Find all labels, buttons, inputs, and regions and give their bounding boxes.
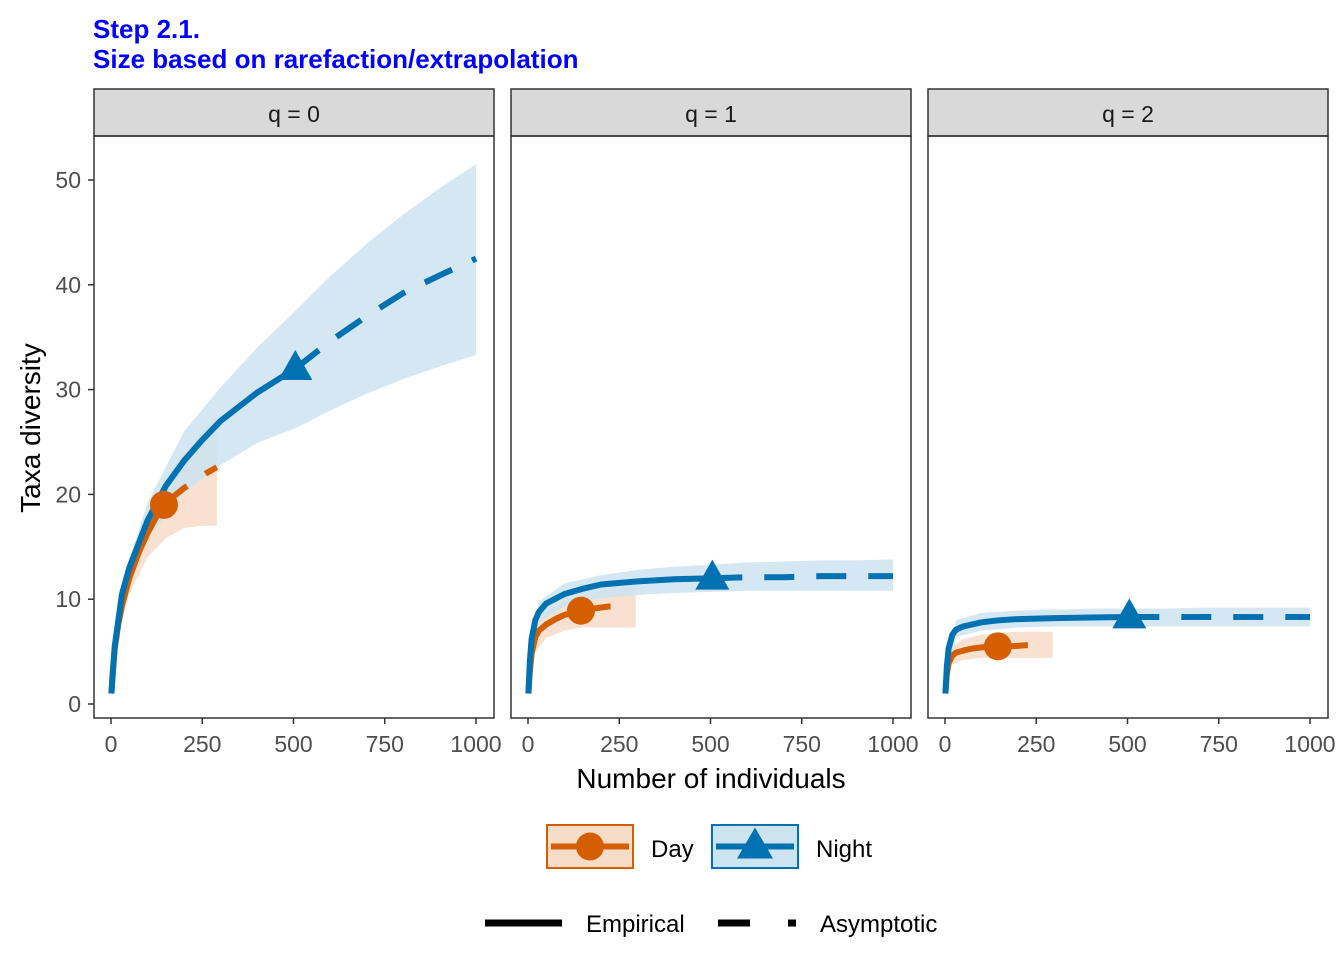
line-asymptotic-night [712,573,893,582]
legend-key-marker [576,832,604,861]
y-tick-label: 0 [68,691,81,717]
x-tick-label: 750 [783,731,821,757]
legend-label: Empirical [586,911,685,938]
panel-border [510,135,912,719]
panels-layer: q = 0 0 250 500 750 1000 0 10 20 30 40 50 q = 1 0 250 5… [55,88,1336,757]
y-tick-label: 20 [55,481,81,507]
point-night [1112,598,1147,629]
x-tick-label: 500 [691,731,729,757]
y-axis-label: Taxa diversity [15,343,46,513]
x-tick-label: 0 [105,731,118,757]
x-tick-label: 1000 [1284,731,1335,757]
legend-item-night: Night [711,824,872,869]
panel-q-1: q = 1 0 250 500 750 1000 [510,88,919,757]
line-empirical-night [525,575,713,694]
x-tick-label: 500 [1108,731,1146,757]
point-day [149,490,178,519]
y-tick-label: 30 [55,377,81,403]
x-tick-label: 250 [1017,731,1055,757]
x-axis-label: Number of individuals [576,763,845,794]
chart-subtitle: Size based on rarefaction/extrapolation [93,44,578,74]
legend-item-asymptotic: Asymptotic [718,911,937,938]
ci-band-day [528,585,636,694]
panel-strip [93,88,495,137]
y-tick-label: 50 [55,167,81,193]
point-night [695,559,730,590]
panel-strip-label: q = 1 [685,101,737,127]
legend-label: Day [651,836,694,863]
legend-label: Asymptotic [820,911,937,938]
legend-label: Night [816,836,872,863]
legend-item-day: Day [546,824,694,869]
ci-band-night [111,164,477,694]
line-empirical-night [942,614,1130,694]
legend-key-marker [737,827,773,859]
point-day [566,596,595,625]
x-tick-label: 500 [274,731,312,757]
panel-strip [927,88,1329,137]
panel-strip-label: q = 0 [268,101,320,127]
x-tick-label: 250 [600,731,638,757]
legend-item-empirical: Empirical [485,911,685,938]
panel-q-0: q = 0 0 250 500 750 1000 0 10 20 30 40 50 [55,88,502,757]
line-empirical-night [108,366,297,694]
x-tick-label: 750 [366,731,404,757]
point-night [278,350,313,381]
x-tick-label: 0 [939,731,952,757]
panel-border [927,135,1329,719]
panel-q-2: q = 2 0 250 500 750 1000 [927,88,1336,757]
x-tick-label: 0 [522,731,535,757]
line-asymptotic-night [293,255,478,371]
x-tick-label: 750 [1200,731,1238,757]
panel-strip [510,88,912,137]
x-tick-label: 1000 [867,731,918,757]
ci-band-night [528,559,893,694]
y-tick-label: 10 [55,586,81,612]
x-tick-label: 1000 [450,731,501,757]
legend: Day Night Empirical Asymptotic [485,824,937,938]
x-tick-label: 250 [183,731,221,757]
chart-title: Step 2.1. [93,14,200,44]
panel-strip-label: q = 2 [1102,101,1154,127]
point-day [983,632,1012,661]
y-tick-label: 40 [55,272,81,298]
